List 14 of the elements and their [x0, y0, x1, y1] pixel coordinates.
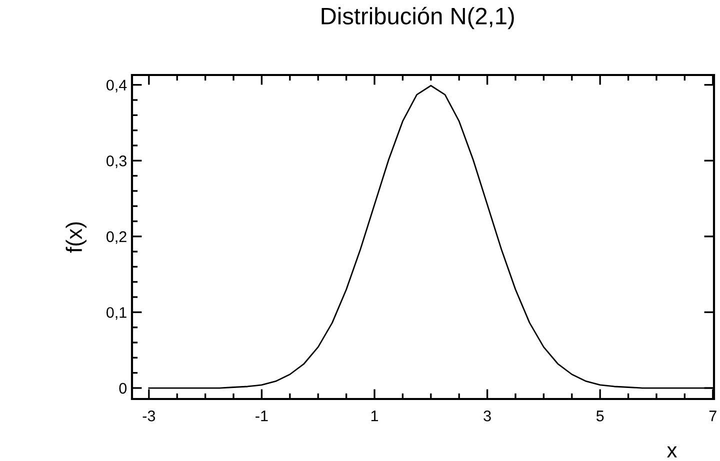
y-tick-label: 0,4	[106, 80, 127, 92]
x-tick-label: -3	[142, 410, 156, 422]
x-tick-label: -1	[256, 410, 268, 422]
x-axis-title: x	[667, 446, 677, 458]
x-tick-label: 7	[709, 410, 716, 422]
x-tick-label: 5	[596, 410, 604, 422]
y-axis-title: f(x)	[66, 222, 86, 253]
y-tick-label: 0,2	[106, 231, 126, 244]
y-tick-label: 0,1	[106, 307, 126, 320]
x-tick-label: 1	[371, 410, 378, 422]
y-tick-label: 0	[119, 382, 127, 394]
chart-title: Distribución N(2,1)	[322, 6, 514, 30]
x-tick-label: 3	[484, 410, 491, 422]
y-tick-label: 0,3	[106, 156, 126, 168]
